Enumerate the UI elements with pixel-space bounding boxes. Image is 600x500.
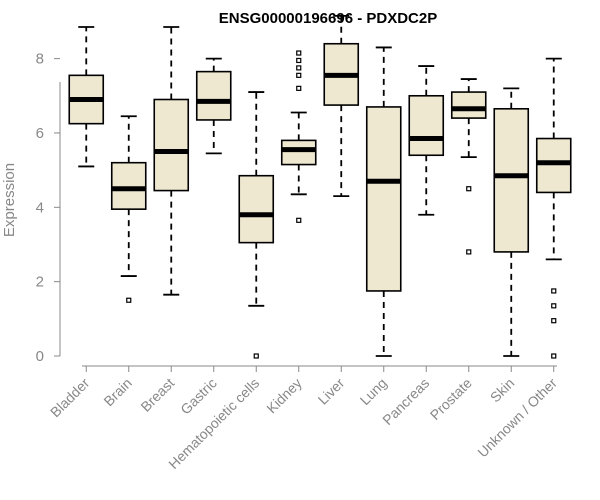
x-tick-label: Breast (137, 375, 177, 415)
outlier-point (551, 318, 557, 324)
iqr-box (450, 91, 487, 119)
boxes-group (68, 14, 572, 359)
box-prostate (450, 78, 487, 255)
y-tick-label: 6 (36, 125, 44, 142)
x-tick-label: Bladder (47, 375, 93, 421)
box-lung (365, 46, 402, 357)
outlier-point (466, 249, 472, 255)
y-ticks: 0 2 4 6 8 (36, 51, 60, 365)
iqr-box (493, 107, 530, 253)
outlier-point (296, 65, 302, 71)
iqr-box (195, 70, 232, 121)
box-pancreas (408, 65, 445, 216)
box-breast (153, 26, 190, 296)
x-tick-label: Brain (100, 375, 134, 409)
x-tick-label: Liver (315, 375, 348, 408)
outlier-point (551, 288, 557, 294)
iqr-box (110, 161, 147, 210)
x-tick-label: Pancreas (379, 375, 432, 428)
chart-title: ENSG00000196696 - PDXDC2P (219, 10, 437, 27)
outlier-point (551, 353, 557, 359)
x-tick-label: Lung (357, 375, 390, 408)
outlier-point (296, 217, 302, 223)
outlier-point (296, 72, 302, 78)
outlier-point (551, 303, 557, 309)
iqr-box (238, 174, 275, 244)
box-skin (493, 87, 530, 357)
box-hematopoietic-cells (238, 91, 275, 359)
outlier-point (466, 186, 472, 192)
iqr-box (365, 106, 402, 292)
outlier-point (296, 85, 302, 91)
outlier-point (126, 297, 132, 303)
outlier-point (296, 50, 302, 56)
y-tick-label: 2 (36, 274, 44, 291)
y-tick-label: 4 (36, 199, 44, 216)
outlier-point (296, 57, 302, 64)
box-liver (323, 14, 360, 198)
box-gastric (195, 57, 232, 155)
box-bladder (68, 26, 105, 168)
iqr-box (535, 137, 572, 194)
box-brain (110, 115, 147, 303)
iqr-box (153, 98, 190, 192)
box-unknown-other (535, 57, 572, 359)
outlier-point (253, 353, 259, 359)
x-tick-label: Prostate (427, 375, 475, 423)
y-tick-label: 8 (36, 51, 44, 68)
box-kidney (280, 50, 317, 223)
iqr-box (408, 94, 445, 157)
y-tick-label: 0 (36, 348, 44, 365)
x-tick-label: Unknown / Other (474, 375, 560, 461)
iqr-box (280, 139, 317, 166)
x-tick-label: Skin (487, 375, 518, 406)
y-axis-label: Expression (1, 163, 18, 237)
x-tick-label: Kidney (263, 375, 305, 417)
